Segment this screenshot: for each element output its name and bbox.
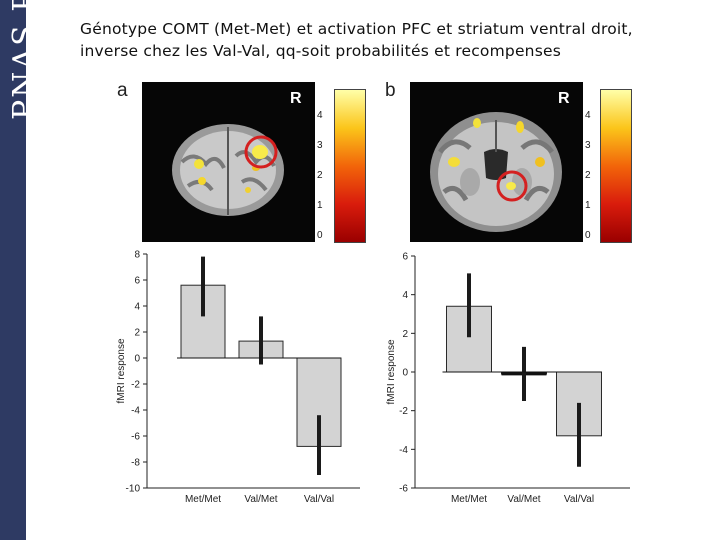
bar-chart-b: 6 4 2 0 -2 -4 -6 fMRI response Met/Met Val/Met Val… (386, 252, 630, 505)
colorbar-tick: 3 (317, 140, 323, 151)
x-tick-label: Met/Met (185, 494, 221, 505)
title-line-2: inverse chez les Val-Val, qq-soit probab… (80, 42, 561, 60)
y-tick-label: 0 (402, 368, 408, 379)
y-tick-label: 6 (134, 276, 140, 287)
y-tick-label: 4 (402, 290, 408, 301)
colorbar-tick: 1 (317, 200, 323, 211)
title-line-1: Génotype COMT (Met-Met) et activation PF… (80, 20, 633, 38)
y-tick-label: 4 (134, 302, 140, 313)
colorbar-a (334, 89, 366, 243)
colorbar-tick: 3 (585, 140, 591, 151)
panel-a-letter: a (117, 80, 128, 101)
y-tick-label: -10 (126, 484, 141, 495)
hemisphere-label-r: R (290, 90, 302, 107)
coronal-brain-slice (430, 112, 562, 232)
panel-a-brain-image: R (142, 82, 315, 242)
colorbar-tick: 1 (585, 200, 591, 211)
y-tick-label: -6 (399, 484, 408, 495)
y-axis-label: fMRI response (386, 339, 397, 404)
y-tick-label: -4 (131, 406, 140, 417)
panel-b-letter: b (385, 80, 396, 101)
y-tick-label: 2 (402, 329, 408, 340)
journal-sidebar: PNAS PNAS PNAS PNAS (0, 0, 42, 540)
colorbar-tick: 4 (317, 110, 323, 121)
colorbar-tick: 0 (317, 230, 323, 241)
y-tick-label: 6 (402, 252, 408, 263)
x-tick-label: Val/Val (304, 494, 334, 505)
y-tick-label: -6 (131, 432, 140, 443)
y-tick-label: -8 (131, 458, 140, 469)
bar-chart-a: 8 6 4 2 0 -2 -4 -6 -8 -10 fMRI response Met/Met Val/… (116, 250, 360, 505)
roi-circle-striatum (496, 170, 528, 202)
colorbar-tick: 0 (585, 230, 591, 241)
y-tick-label: 0 (134, 354, 140, 365)
roi-circle-pfc (244, 135, 278, 169)
y-tick-label: -4 (399, 445, 408, 456)
y-tick-label: -2 (131, 380, 140, 391)
x-tick-label: Met/Met (451, 494, 487, 505)
y-tick-label: 8 (134, 250, 140, 261)
colorbar-tick: 2 (317, 170, 323, 181)
panel-b-brain-image: R (410, 82, 583, 242)
y-axis-label: fMRI response (116, 338, 127, 403)
axial-brain-slice (172, 124, 284, 216)
x-tick-label: Val/Met (244, 494, 277, 505)
x-tick-label: Val/Met (507, 494, 540, 505)
y-tick-label: -2 (399, 406, 408, 417)
colorbar-tick: 2 (585, 170, 591, 181)
hemisphere-label-r: R (558, 90, 570, 107)
y-tick-label: 2 (134, 328, 140, 339)
x-tick-label: Val/Val (564, 494, 594, 505)
journal-watermark: PNAS PNAS PNAS PNAS (7, 0, 42, 120)
colorbar-b (600, 89, 632, 243)
slide-title: Génotype COMT (Met-Met) et activation PF… (80, 18, 720, 62)
colorbar-tick: 4 (585, 110, 591, 121)
